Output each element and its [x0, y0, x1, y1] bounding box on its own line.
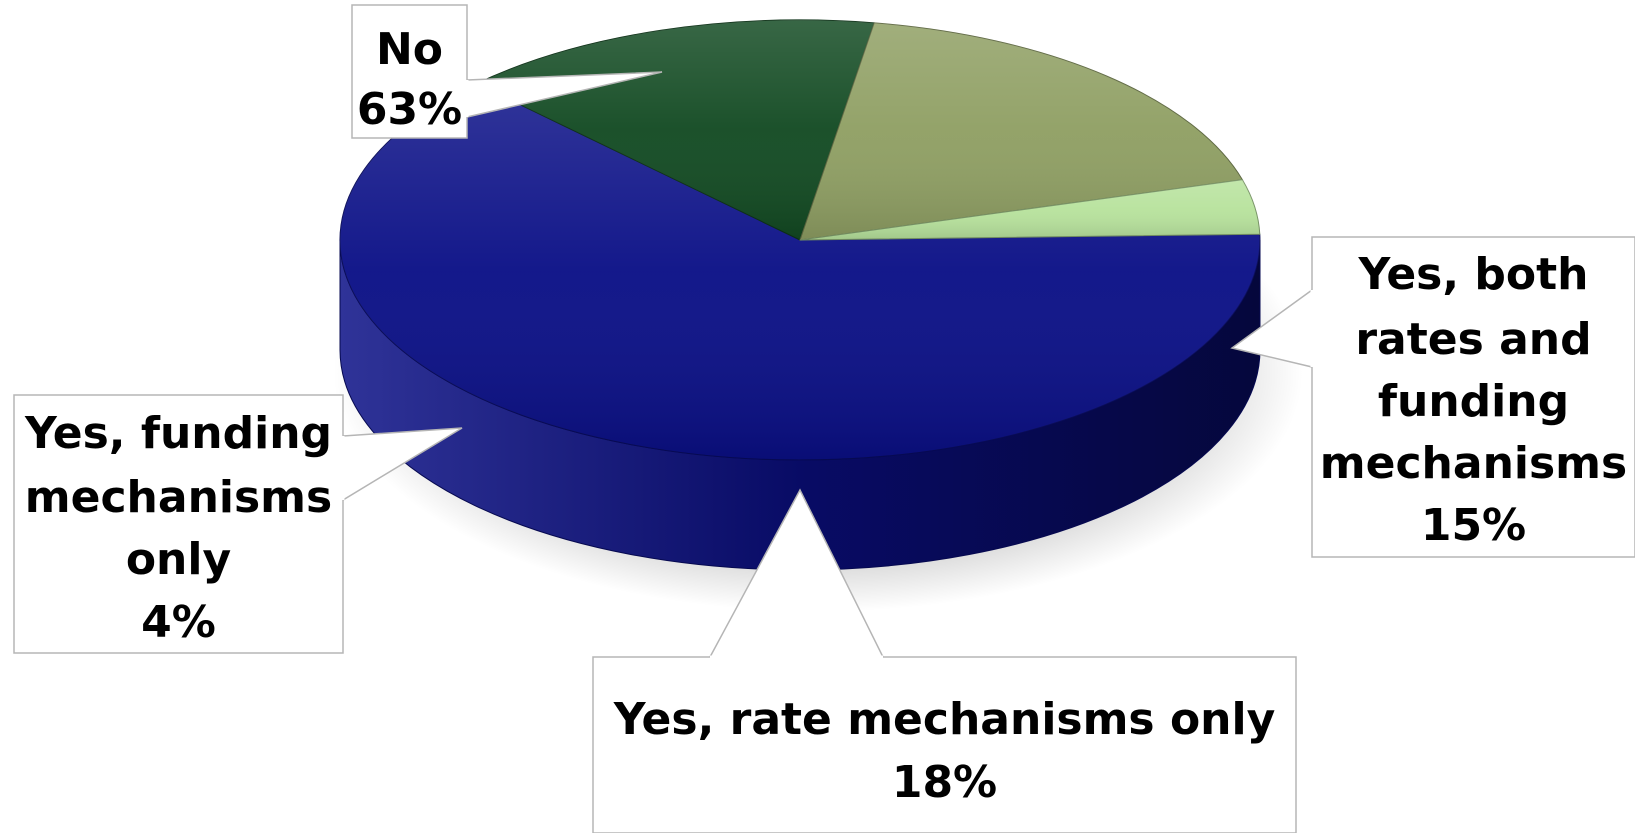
pie-slice-shine-funding-only — [800, 179, 1260, 240]
slice-label-funding-only: only — [126, 534, 231, 585]
pie-slice-shine-rate-only — [800, 22, 1243, 241]
callout-rates-and-funding: Yes, both rates and funding mechanisms 15% — [1230, 236, 1635, 558]
slice-label-rates-and-funding: Yes, both — [1358, 249, 1589, 300]
callout-box-no — [351, 4, 468, 139]
callout-box-funding-only — [13, 394, 344, 654]
slice-label-funding-only: Yes, funding — [24, 408, 332, 459]
callout-box-rates-and-funding — [1311, 236, 1635, 558]
slice-label-rates-and-funding: funding — [1378, 376, 1569, 427]
slice-label-no: No — [376, 24, 443, 75]
slice-label-funding-only: mechanisms — [25, 472, 332, 523]
slice-value-rate-only: 18% — [892, 757, 997, 808]
slice-label-rates-and-funding: rates and — [1355, 314, 1591, 365]
slice-value-rates-and-funding: 15% — [1421, 500, 1526, 551]
pie-slice-shine-no — [339, 83, 1260, 460]
slice-label-rates-and-funding: mechanisms — [1320, 438, 1627, 489]
callout-funding-only: Yes, funding mechanisms only 4% — [13, 394, 463, 654]
slice-value-funding-only: 4% — [141, 597, 216, 648]
callout-no: No 63% — [351, 4, 663, 139]
slice-label-rate-only: Yes, rate mechanisms only — [613, 694, 1276, 745]
slice-value-no: 63% — [357, 84, 462, 135]
